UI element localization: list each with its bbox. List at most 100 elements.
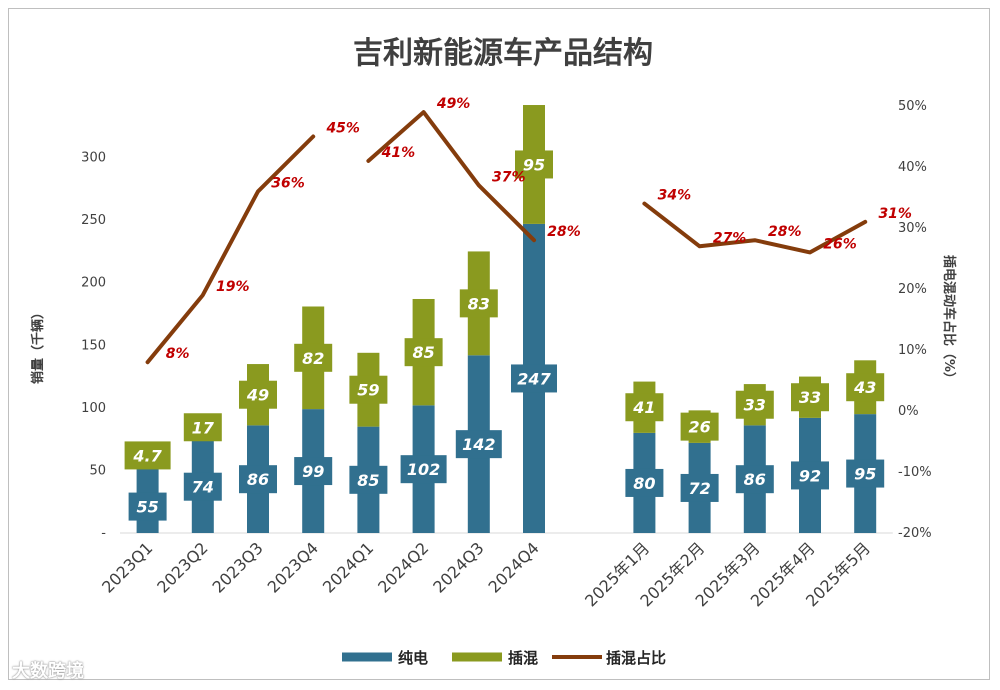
share-point-label: 27% (713, 230, 747, 246)
bar-bev-label: 247 (517, 369, 551, 388)
bar-bev-label: 95 (854, 465, 876, 484)
left-axis: - 50 100 150 200 250 300 (81, 151, 106, 541)
bar-bev-label: 85 (357, 471, 379, 490)
left-axis-title: 销量（千辆） (30, 306, 46, 384)
share-line: 8% 19% 36% 45% 41% 49% 37% 28% 34% 27% 28% 26% 31% (145, 96, 912, 365)
x-tick-label: 2023Q1 (98, 538, 156, 596)
bar-bev-label: 99 (302, 462, 324, 481)
bar-phev-label: 4.7 (132, 446, 162, 465)
x-tick-label: 2024Q1 (319, 538, 377, 596)
legend: 纯电 插混 插混占比 (342, 649, 666, 667)
share-line-segment (366, 110, 536, 243)
bar-bev-label-box (625, 468, 664, 497)
left-tick-label: - (101, 526, 106, 541)
share-point-label: 34% (658, 188, 692, 204)
right-tick-label: 10% (898, 343, 927, 358)
bar-phev-label-box (791, 383, 829, 412)
legend-label-bev: 纯电 (398, 649, 428, 667)
x-tick-label: 2024Q2 (374, 538, 432, 596)
share-point-label: 28% (768, 224, 802, 240)
right-axis: -20% -10% 0% 10% 20% 30% 40% 50% (898, 99, 932, 541)
right-tick-label: 30% (898, 221, 927, 236)
bar-bev-label-box (400, 455, 447, 484)
left-tick-label: 200 (81, 276, 106, 291)
x-tick-label: 2023Q4 (264, 538, 322, 596)
bar-bev-label-box (128, 492, 167, 521)
share-point-label: 36% (271, 175, 305, 191)
share-line-segment (145, 134, 316, 365)
bar-phev-label: 41 (632, 398, 655, 417)
bar-phev-label: 33 (744, 396, 766, 415)
legend-label-share: 插混占比 (606, 649, 666, 667)
share-point-label: 45% (325, 121, 360, 137)
right-tick-label: 20% (898, 282, 927, 297)
legend-label-phev: 插混 (508, 649, 538, 667)
bar-phev-label-box (294, 343, 333, 372)
bar-phev-label-box (735, 390, 774, 419)
x-tick-label: 2023Q3 (208, 538, 266, 596)
bar-phev-label-box (124, 441, 171, 470)
bar-phev-label: 59 (357, 381, 379, 400)
bar-bev-label-box (455, 430, 502, 459)
right-tick-label: 50% (898, 99, 927, 114)
right-tick-label: -20% (898, 526, 932, 541)
watermark-text: 大数跨境 (12, 661, 84, 682)
left-tick-label: 150 (81, 338, 106, 353)
bar-bev-label: 86 (744, 470, 766, 489)
x-axis: 2023Q12023Q22023Q32023Q42024Q12024Q22024… (98, 532, 893, 610)
bar-phev-label-box (846, 373, 885, 402)
bar-phev-label: 43 (853, 378, 876, 397)
bar-phev-label-box (680, 412, 719, 441)
chart-frame (8, 8, 990, 680)
bar-bev-label-box (680, 473, 719, 502)
bar-phev-label-box (459, 289, 498, 318)
chart-title: 吉利新能源车产品结构 (353, 36, 653, 71)
bar-phev-label-box (404, 338, 443, 367)
bar-bev-label: 92 (799, 466, 821, 485)
bar-phev-label: 85 (412, 343, 434, 362)
bar-bev-label: 102 (407, 460, 440, 479)
bar-phev-label: 26 (688, 418, 710, 437)
bar-bev-label-box (239, 465, 277, 494)
bar-bev-label-box (791, 461, 829, 490)
bar-bev-label-box (511, 364, 557, 393)
x-tick-label: 2024Q3 (429, 538, 487, 596)
bar-phev-label-box (349, 375, 388, 404)
bar-bev-label-box (183, 472, 222, 501)
share-point-label: 26% (823, 236, 857, 252)
left-tick-label: 300 (81, 151, 106, 166)
share-point-label: 41% (381, 145, 416, 161)
bar-phev-label: 83 (468, 294, 490, 313)
share-point-label: 31% (878, 206, 912, 222)
share-point-label: 28% (547, 224, 581, 240)
bar-bev-label: 80 (633, 474, 655, 493)
right-axis-title: 插电混动车占比（%） (941, 255, 957, 385)
bar-phev-label: 33 (799, 388, 821, 407)
bar-bev-label: 86 (247, 470, 269, 489)
right-tick-label: 0% (898, 404, 919, 419)
bar-phev-label: 82 (302, 349, 324, 368)
left-tick-label: 50 (89, 463, 106, 478)
x-tick-label: 2023Q2 (153, 538, 211, 596)
right-tick-label: -10% (898, 465, 932, 480)
bar-phev-label: 95 (523, 155, 545, 174)
share-point-label: 19% (216, 279, 250, 295)
bar-bev-label: 55 (136, 498, 158, 517)
share-point-label: 8% (166, 346, 190, 362)
bar-bev-label: 142 (462, 435, 495, 454)
bar-bev-label-box (735, 465, 774, 494)
bar-bev-label-box (294, 457, 333, 486)
bar-bev-label: 74 (192, 478, 214, 497)
left-tick-label: 100 (81, 401, 106, 416)
bars: 55 4.7 74 17 86 49 99 82 85 59 102 85 142 83 247 95 80 41… (124, 105, 885, 533)
bar-phev-label: 17 (192, 418, 215, 437)
bar-bev-label-box (846, 459, 885, 488)
left-tick-label: 250 (81, 213, 106, 228)
bar-phev-label-box (239, 380, 277, 409)
bar-phev-label-box (183, 413, 222, 442)
share-point-label: 49% (436, 96, 471, 112)
bar-phev-label-box (515, 150, 553, 179)
bar-phev-label-box (625, 393, 664, 422)
bar-phev-label: 49 (246, 386, 269, 405)
